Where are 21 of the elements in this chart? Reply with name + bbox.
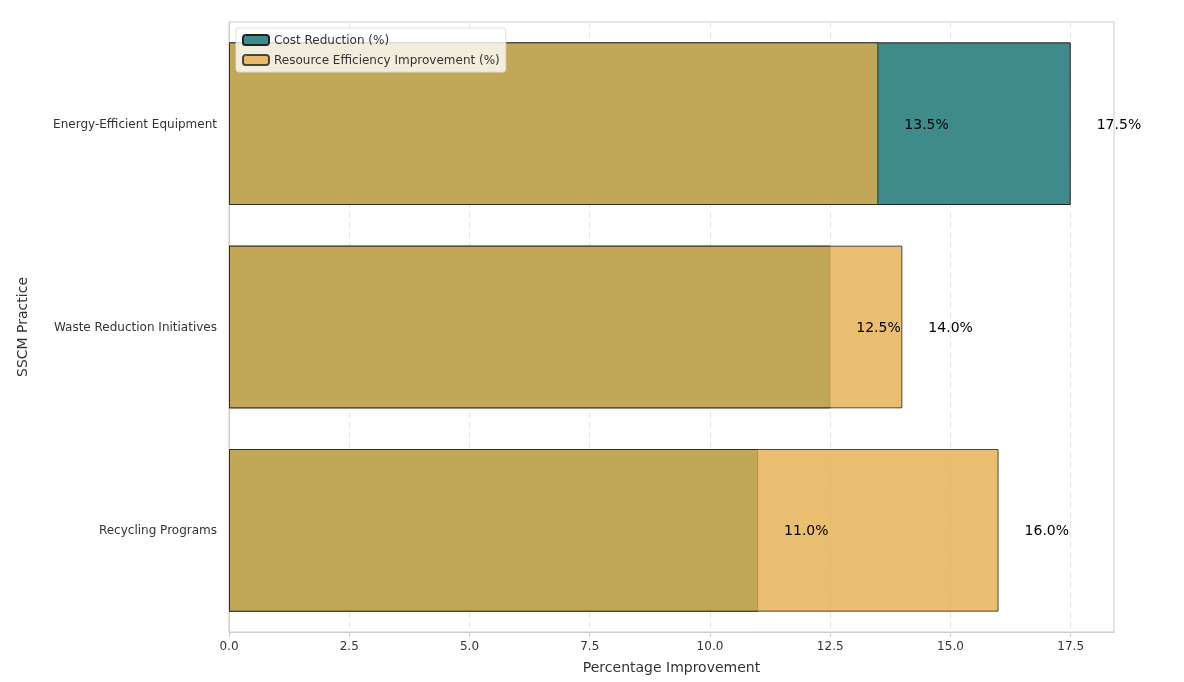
y-tick-label: Energy-Efficient Equipment [53, 116, 218, 131]
x-tick-label: 5.0 [459, 639, 480, 653]
data-label: 12.5% [856, 319, 901, 335]
x-tick-label: 0.0 [219, 639, 239, 653]
data-label: 17.5% [1096, 115, 1142, 132]
legend-label: Resource Efficiency Improvement (%) [274, 53, 500, 67]
data-label: 16.0% [1024, 522, 1070, 539]
x-tick-label: 2.5 [339, 639, 359, 653]
x-tick-label: 17.5 [1057, 639, 1085, 653]
data-label: 14.0% [928, 319, 973, 335]
x-tick-label: 15.0 [937, 639, 964, 653]
x-tick-label: 10.0 [696, 639, 724, 653]
y-tick-label: Waste Reduction Initiatives [53, 320, 217, 334]
x-axis-title: Percentage Improvement [582, 659, 761, 675]
x-tick-label: 7.5 [580, 639, 600, 653]
data-label: 11.0% [784, 522, 829, 539]
y-tick-label: Recycling Programs [98, 523, 217, 538]
legend-label: Cost Reduction (%) [274, 33, 390, 47]
data-label: 13.5% [904, 115, 949, 132]
y-axis-title: SSCM Practice [14, 277, 30, 377]
x-tick-label: 12.5 [816, 639, 844, 653]
